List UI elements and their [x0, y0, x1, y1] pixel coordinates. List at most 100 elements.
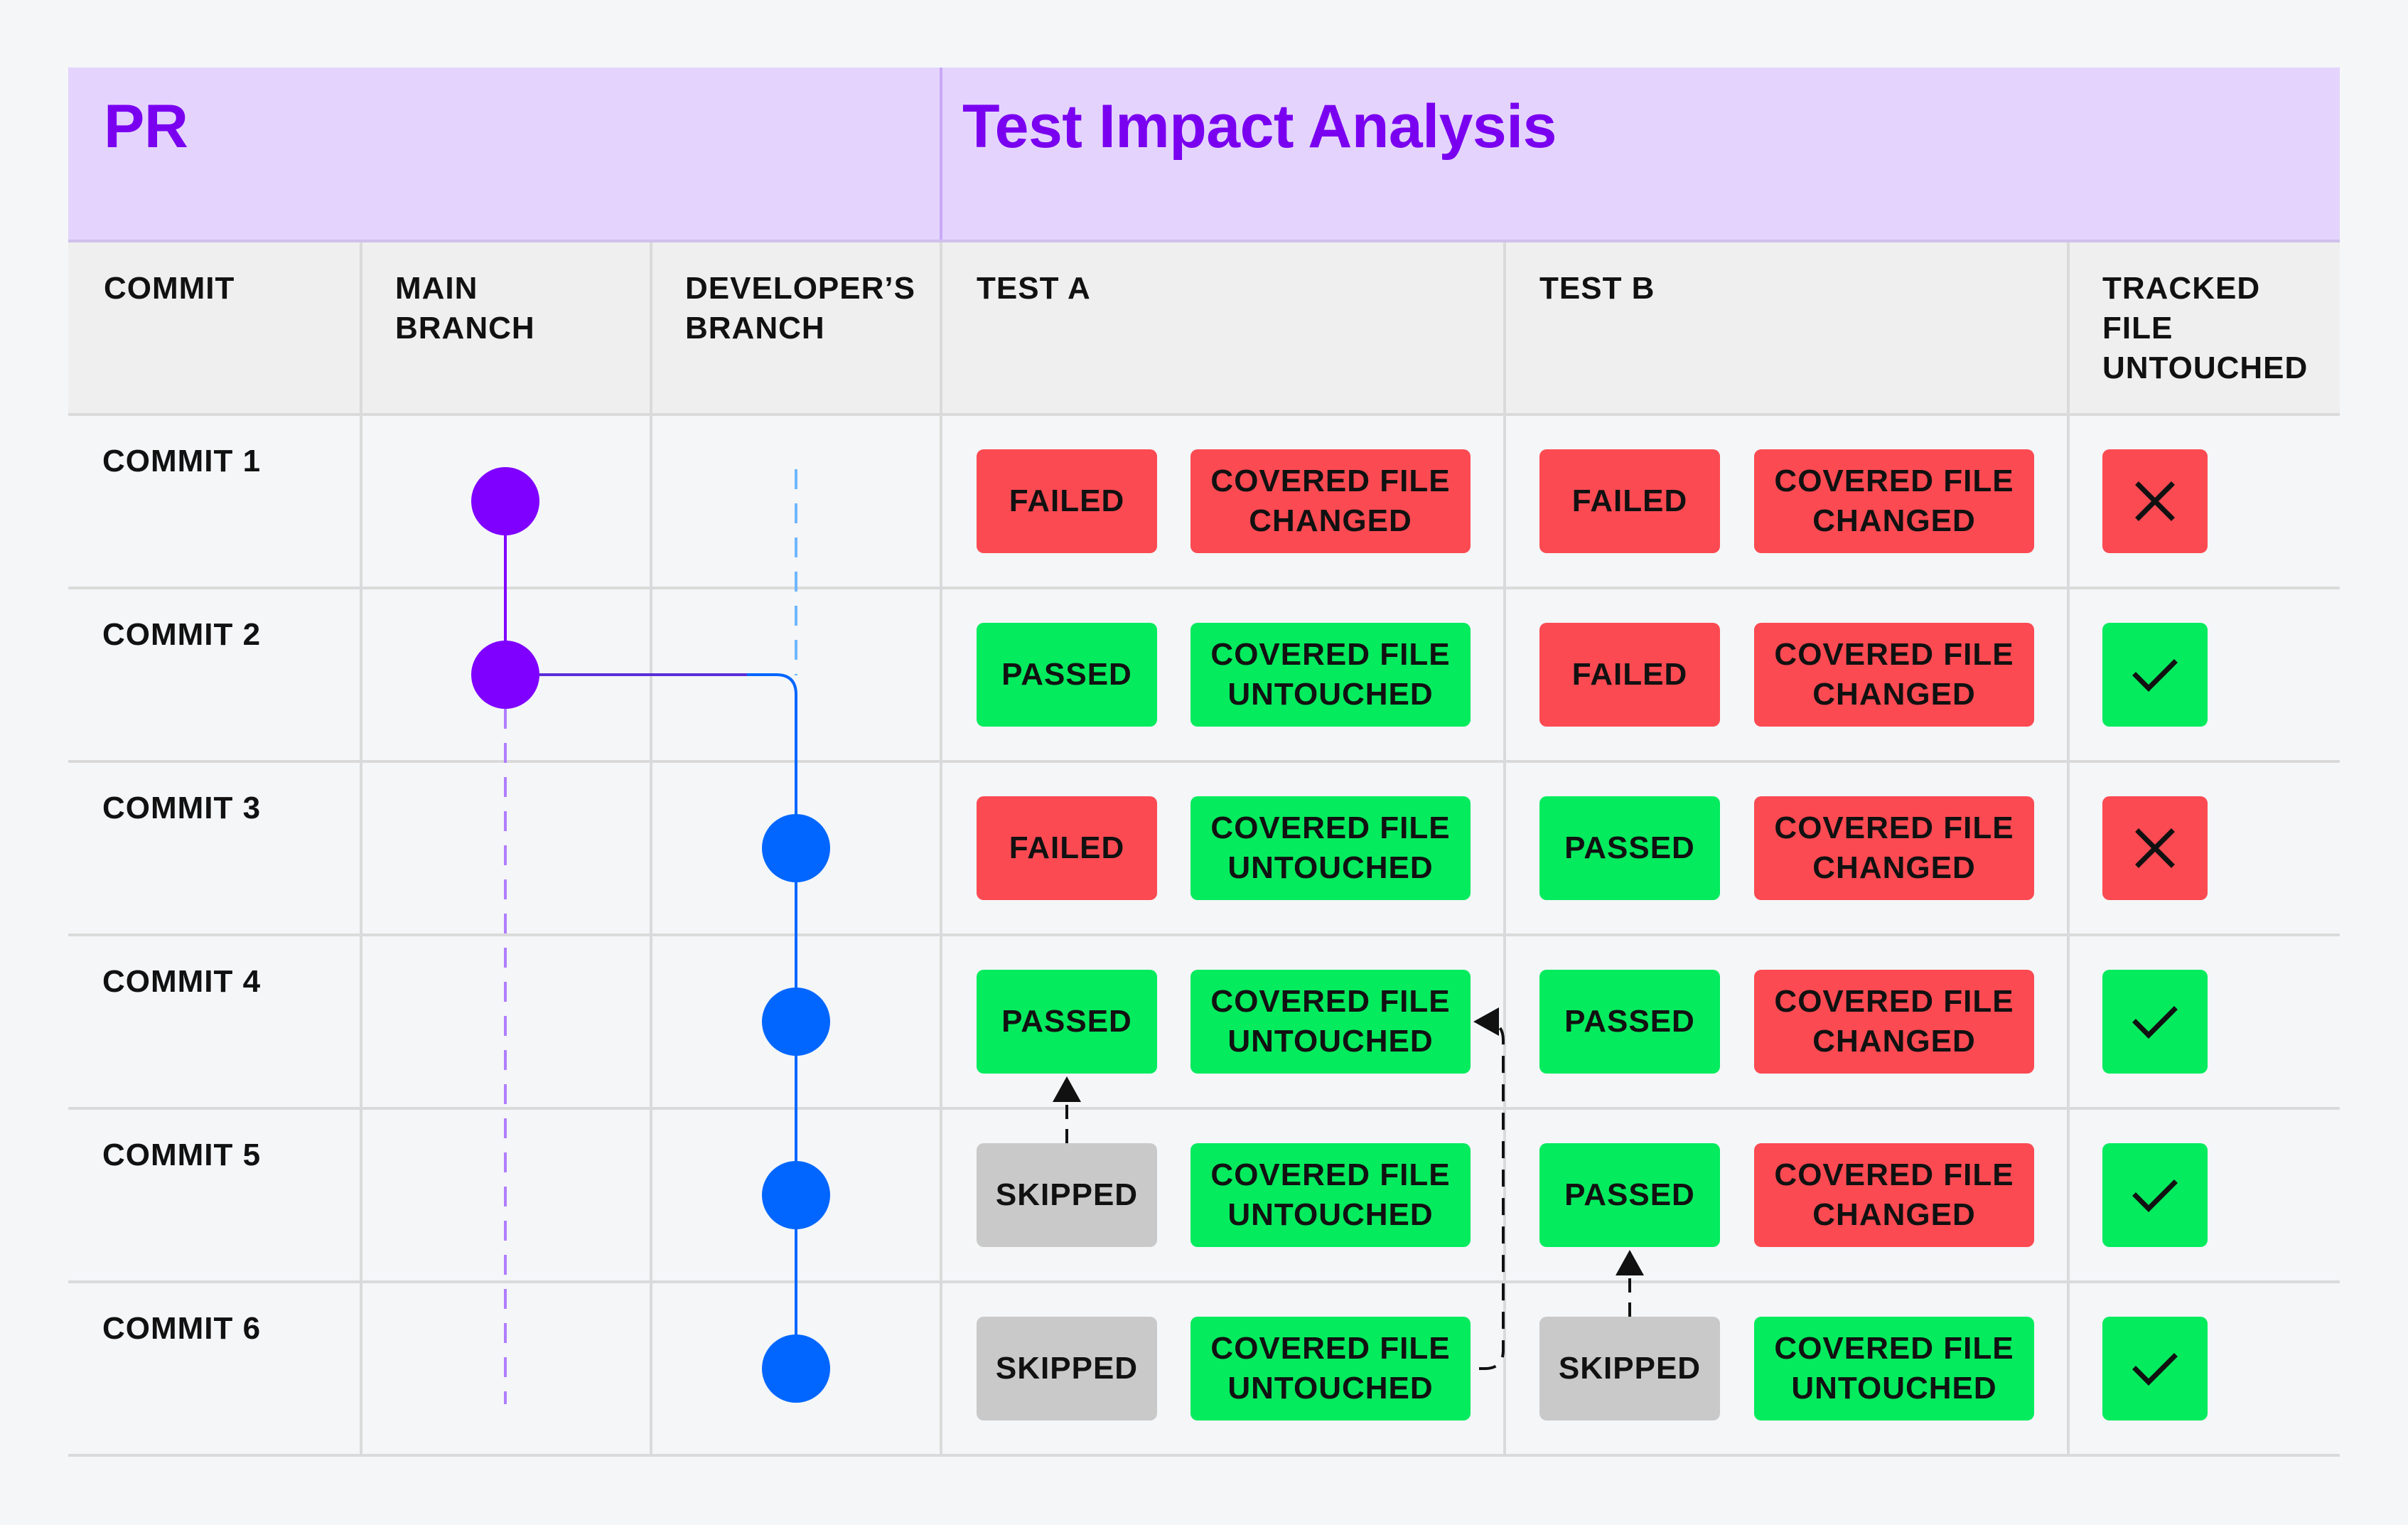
test-a-status-badge: PASSED [977, 970, 1157, 1074]
test-b-status-badge: FAILED [1539, 623, 1720, 727]
column-header-developer-branch-line: BRANCH [685, 311, 825, 346]
column-header-developer-branch-line: DEVELOPER’S [685, 271, 915, 306]
column-header-commit: COMMIT [104, 269, 235, 309]
x-icon [2135, 481, 2175, 521]
file-badge-line: CHANGED [1249, 503, 1412, 538]
tracked-file-badge [2102, 970, 2208, 1074]
test-a-file-badge: COVERED FILE UNTOUCHED [1190, 1143, 1471, 1247]
column-header-main-branch-line: BRANCH [395, 311, 535, 346]
tracked-file-badge [2102, 623, 2208, 727]
file-badge-line: UNTOUCHED [1227, 1371, 1434, 1406]
test-a-status-badge: FAILED [977, 796, 1157, 900]
test-b-status-badge: PASSED [1539, 796, 1720, 900]
test-a-status-badge: SKIPPED [977, 1143, 1157, 1247]
tracked-file-badge [2102, 796, 2208, 900]
x-icon-stroke [2135, 481, 2175, 521]
file-badge-line: COVERED FILE [1774, 810, 2014, 845]
column-header-tracked-line: TRACKED [2102, 271, 2261, 306]
file-badge-line: COVERED FILE [1210, 1331, 1451, 1366]
test-a-status-badge: PASSED [977, 623, 1157, 727]
commit-label: COMMIT 1 [102, 444, 262, 478]
branch-off-line [505, 673, 797, 1369]
test-b-file-badge: COVERED FILE CHANGED [1754, 1143, 2034, 1247]
test-impact-analysis-title: Test Impact Analysis [962, 92, 1557, 161]
commit-label: COMMIT 3 [102, 791, 262, 825]
developer-branch-commit-dot [762, 1161, 830, 1229]
header-band [68, 68, 2340, 241]
x-icon [2135, 828, 2175, 868]
commit-label: COMMIT 2 [102, 617, 262, 652]
test-b-status-badge: FAILED [1539, 449, 1720, 553]
file-badge-line: COVERED FILE [1774, 1331, 2014, 1366]
file-badge-line: COVERED FILE [1210, 1157, 1451, 1192]
test-a-status-badge: FAILED [977, 449, 1157, 553]
reuse-arrow-head [1473, 1007, 1499, 1036]
column-header-band [68, 242, 2340, 414]
test-b-status-badge: SKIPPED [1539, 1317, 1720, 1420]
pr-title: PR [104, 92, 188, 161]
reuse-arrows [1053, 1007, 1644, 1370]
test-a-file-badge: COVERED FILE UNTOUCHED [1190, 623, 1471, 727]
column-header-tracked-file-untouched: TRACKED FILE UNTOUCHED [2102, 269, 2308, 388]
file-badge-line: UNTOUCHED [1227, 1024, 1434, 1059]
file-badge-line: COVERED FILE [1210, 637, 1451, 672]
column-header-commit-line: COMMIT [104, 271, 235, 306]
test-a-file-badge: COVERED FILE UNTOUCHED [1190, 1317, 1471, 1420]
test-b-file-badge: COVERED FILE UNTOUCHED [1754, 1317, 2034, 1420]
column-header-main-branch: MAIN BRANCH [395, 269, 535, 348]
column-header-test-a-line: TEST A [977, 271, 1091, 306]
file-badge-line: COVERED FILE [1774, 637, 2014, 672]
table-grid [68, 242, 2340, 1457]
reuse-arrow-head [1616, 1250, 1644, 1275]
commit-label: COMMIT 5 [102, 1138, 262, 1172]
test-a-file-badge: COVERED FILE UNTOUCHED [1190, 970, 1471, 1074]
file-badge-line: UNTOUCHED [1791, 1371, 1997, 1406]
column-header-main-branch-line: MAIN [395, 271, 478, 306]
check-icon-stroke [2132, 659, 2178, 692]
file-badge-line: CHANGED [1812, 850, 1976, 885]
test-b-file-badge: COVERED FILE CHANGED [1754, 623, 2034, 727]
reuse-arrow-head [1053, 1076, 1081, 1102]
check-icon [2132, 659, 2178, 692]
check-icon [2132, 1179, 2178, 1212]
test-b-file-badge: COVERED FILE CHANGED [1754, 970, 2034, 1074]
developer-branch-commit-dot [762, 1334, 830, 1403]
check-icon [2132, 1006, 2178, 1039]
file-badge-line: CHANGED [1812, 677, 1976, 712]
file-badge-line: COVERED FILE [1210, 984, 1451, 1019]
file-badge-line: COVERED FILE [1774, 1157, 2014, 1192]
x-icon-stroke [2135, 828, 2175, 868]
column-header-tracked-line: FILE [2102, 311, 2173, 346]
test-a-file-badge: COVERED FILE CHANGED [1190, 449, 1471, 553]
file-badge-line: COVERED FILE [1774, 464, 2014, 498]
test-a-status-badge: SKIPPED [977, 1317, 1157, 1420]
file-badge-line: CHANGED [1812, 503, 1976, 538]
test-b-status-badge: PASSED [1539, 970, 1720, 1074]
column-header-tracked-line: UNTOUCHED [2102, 351, 2308, 385]
tracked-file-badge [2102, 1143, 2208, 1247]
column-header-developer-branch: DEVELOPER’S BRANCH [685, 269, 915, 348]
check-icon-stroke [2132, 1179, 2178, 1212]
commit-label: COMMIT 6 [102, 1311, 262, 1346]
developer-branch-commit-dot [762, 814, 830, 882]
test-b-status-badge: PASSED [1539, 1143, 1720, 1247]
test-b-file-badge: COVERED FILE CHANGED [1754, 449, 2034, 553]
file-badge-line: CHANGED [1812, 1197, 1976, 1232]
file-badge-line: COVERED FILE [1210, 464, 1451, 498]
column-header-test-b: TEST B [1539, 269, 1655, 309]
reuse-arrow-line [1479, 1020, 1505, 1370]
test-a-file-badge: COVERED FILE UNTOUCHED [1190, 796, 1471, 900]
commit-label: COMMIT 4 [102, 964, 262, 999]
check-icon-stroke [2132, 1353, 2178, 1386]
test-b-file-badge: COVERED FILE CHANGED [1754, 796, 2034, 900]
file-badge-line: COVERED FILE [1774, 984, 2014, 1019]
column-header-test-b-line: TEST B [1539, 271, 1655, 306]
file-badge-line: UNTOUCHED [1227, 677, 1434, 712]
main-branch-commit-dot [471, 467, 539, 535]
column-header-test-a: TEST A [977, 269, 1091, 309]
file-badge-line: CHANGED [1812, 1024, 1976, 1059]
check-icon-stroke [2132, 1006, 2178, 1039]
branch-graph [471, 467, 830, 1404]
